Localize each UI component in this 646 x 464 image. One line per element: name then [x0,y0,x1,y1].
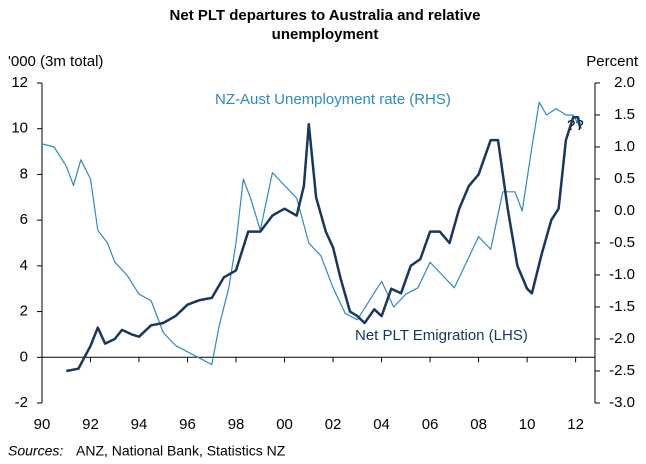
series-line [66,116,582,373]
y2-tick-label: -2.5 [609,362,635,379]
y-tick-label: 4 [20,257,28,274]
y-tick-label: 2 [20,303,28,320]
x-tick-label: 00 [276,416,293,433]
x-tick-label: 06 [422,416,439,433]
y-tick-label: 12 [11,74,28,91]
x-tick-label: 08 [470,416,487,433]
y-tick-label: 0 [20,348,28,365]
y-axis-label: '000 (3m total) [8,53,103,70]
y2-tick-label: 1.5 [614,106,635,123]
x-tick-label: 94 [131,416,148,433]
y2-tick-label: 1.0 [614,138,635,155]
y2-tick-label: 2.0 [614,74,635,91]
x-tick-label: 04 [373,416,390,433]
x-tick-label: 98 [228,416,245,433]
y2-tick-label: 0.5 [614,170,635,187]
source: ANZ, National Bank, Statistics NZ [76,443,286,459]
x-tick-label: 10 [519,416,536,433]
x-tick-label: 90 [34,416,51,433]
x-tick-label: 12 [567,416,584,433]
x-tick-label: 92 [82,416,99,433]
annotation: Net PLT Emigration (LHS) [355,327,528,344]
y-tick-label: -2 [15,394,28,411]
y2-axis-label: Percent [586,53,639,70]
y2-tick-label: -1.0 [609,266,635,283]
y-tick-label: 8 [20,165,28,182]
chart-title: Net PLT departures to Australia and rela… [169,7,481,43]
y-tick-label: 10 [11,120,28,137]
y2-tick-label: -2.0 [609,330,635,347]
source-label: Sources: [8,443,63,459]
y2-tick-label: -3.0 [609,394,635,411]
y2-tick-label: 0.0 [614,202,635,219]
y2-tick-label: -1.5 [609,298,635,315]
x-tick-label: 02 [325,416,342,433]
series-line [41,101,581,366]
x-tick-label: 96 [179,416,196,433]
annotation: NZ-Aust Unemployment rate (RHS) [215,91,451,108]
y-tick-label: 6 [20,211,28,228]
y2-tick-label: -0.5 [609,234,635,251]
